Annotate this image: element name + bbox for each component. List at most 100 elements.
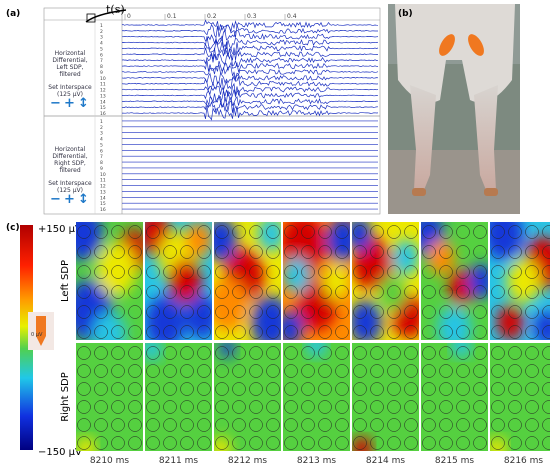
electrode [180,418,194,432]
electrode [180,436,194,450]
waveform [121,29,379,45]
heatmap [76,343,143,451]
electrode [128,436,142,450]
electrode [197,325,211,339]
electrode [525,305,539,319]
electrode [404,325,418,339]
electrode [266,382,280,396]
electrode [387,364,401,378]
electrode [128,364,142,378]
electrode [387,436,401,450]
electrode [473,346,487,360]
colorbar-max: +150 µV [38,224,82,235]
electrode [439,382,453,396]
channel-label: 4 [100,137,103,143]
heatmap-base [352,343,419,451]
panel-label: (b) [398,9,413,19]
time-tick-label: 0.1 [167,13,177,20]
electrode [473,382,487,396]
electrode [284,225,298,239]
heatmap-blob [490,222,524,261]
electrode [94,225,108,239]
electrode [508,382,522,396]
electrode [249,364,263,378]
electrode [387,225,401,239]
electrode [77,305,91,319]
electrode [249,305,263,319]
electrode [111,265,125,279]
electrode [456,382,470,396]
channel-label: 9 [100,166,103,172]
heatmap [352,343,419,451]
electrode [197,305,211,319]
time-label: 8211 ms [159,456,199,466]
electrode [215,418,229,432]
electrode [197,364,211,378]
electrode [473,325,487,339]
electrode [422,325,436,339]
electrode [163,382,177,396]
electrode [94,364,108,378]
electrode [301,285,315,299]
electrode [508,418,522,432]
electrode [77,382,91,396]
heatmap [145,222,212,340]
electrode [146,382,160,396]
channel-label: 14 [100,99,106,105]
heatmap-blobs [490,222,550,340]
colorbar-min: −150 µV [38,447,82,458]
electrode [77,346,91,360]
electrode [542,325,550,339]
electrode [318,305,332,319]
heatmap-blob [437,306,472,340]
electrode [370,245,384,259]
colorbar-mid: 0 µV [31,332,43,338]
electrode [77,325,91,339]
electrode [215,346,229,360]
electrode [232,265,246,279]
electrode [197,285,211,299]
electrode [439,225,453,239]
electrode [266,364,280,378]
electrode [301,325,315,339]
electrode [404,436,418,450]
colorbar [20,225,33,450]
electrode [266,245,280,259]
electrode [146,418,160,432]
electrode [508,400,522,414]
electrode [491,325,505,339]
channel-label: 6 [100,148,103,154]
electrode [318,325,332,339]
electrode [422,245,436,259]
electrode [284,382,298,396]
heatmap [352,222,419,340]
electrode [542,436,550,450]
electrode [456,225,470,239]
electrode [508,364,522,378]
electrode [387,305,401,319]
heatmap-blob [427,239,455,276]
electrode [404,285,418,299]
electrode [404,418,418,432]
electrode [249,265,263,279]
electrode [404,265,418,279]
electrode [370,305,384,319]
electrode [232,346,246,360]
electrode [77,418,91,432]
electrode [232,285,246,299]
electrode [249,382,263,396]
electrode [266,346,280,360]
electrode [353,325,367,339]
electrode [473,285,487,299]
electrode [370,400,384,414]
electrode [197,245,211,259]
electrode [111,382,125,396]
electrode [335,364,349,378]
heatmap-blob [76,436,97,451]
electrode [197,346,211,360]
waveform [121,82,379,97]
heatmap-blobs [145,343,162,361]
electrode [353,225,367,239]
electrode [249,225,263,239]
